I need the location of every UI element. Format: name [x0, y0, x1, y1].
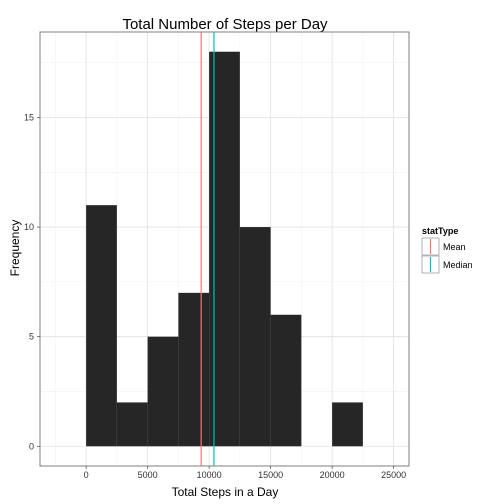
histogram-bar	[239, 227, 271, 447]
histogram-bar	[178, 292, 210, 447]
y-tick-label: 15	[24, 112, 34, 122]
legend-title: statType	[422, 226, 458, 236]
x-axis-label: Total Steps in a Day	[172, 485, 279, 499]
histogram-bar	[116, 402, 148, 447]
histogram-bar	[270, 314, 302, 447]
y-tick-label: 10	[24, 222, 34, 232]
stat-lines	[200, 32, 215, 466]
y-axis-label: Frequency	[8, 220, 22, 277]
x-tick-label: 10000	[197, 470, 222, 480]
legend-item-median: Median	[421, 255, 473, 274]
y-tick-label: 5	[29, 332, 34, 342]
x-tick-label: 15000	[258, 470, 283, 480]
x-axis-ticks: 0 5000 10000 15000 20000 25000	[84, 466, 406, 480]
histogram-bar	[332, 402, 363, 447]
histogram-bar	[86, 205, 117, 447]
y-axis-ticks: 0 5 10 15	[24, 112, 40, 451]
x-tick-label: 25000	[381, 470, 406, 480]
y-tick-label: 0	[29, 441, 34, 451]
legend-label: Mean	[443, 242, 466, 252]
legend: statType Mean Median	[421, 226, 473, 274]
x-tick-label: 20000	[320, 470, 345, 480]
x-tick-label: 5000	[138, 470, 158, 480]
histogram-bar	[147, 336, 179, 447]
legend-items: Mean Median	[421, 237, 473, 274]
legend-item-mean: Mean	[421, 237, 466, 256]
legend-label: Median	[443, 260, 473, 270]
plot-panel-border	[39, 31, 410, 467]
x-tick-label: 0	[84, 470, 89, 480]
chart-title: Total Number of Steps per Day	[122, 16, 328, 33]
